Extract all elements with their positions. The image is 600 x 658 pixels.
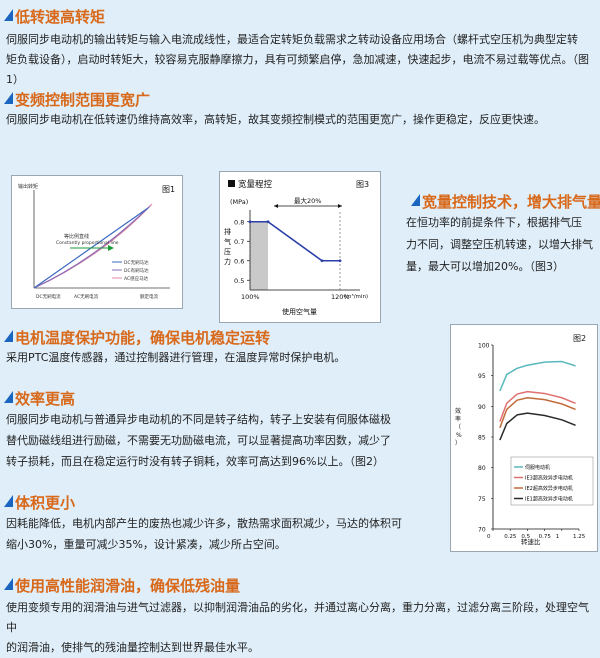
fig3-ylabel-char-3: 压 (224, 248, 231, 256)
fig3-y-tick-label: 0.6 (234, 257, 244, 265)
fig3-annotation-arrow-right-icon (338, 204, 342, 208)
fig2-legend-label-1: 伺服电动机 (525, 464, 550, 471)
fig3-y-tick-label: 0.7 (234, 238, 244, 246)
fig2-series-line-2 (499, 390, 576, 422)
fig2-series-line-4 (499, 412, 576, 441)
fig2-ylabel-char-4: % (456, 432, 462, 439)
fig2-ylabel-char-2: 率 (455, 415, 461, 423)
fig3-point (266, 220, 270, 224)
section-marker-icon (4, 494, 13, 507)
fig1-xlabel-1: DC无刷电流 (36, 293, 61, 300)
figure-2-chart: 图2 100 95 90 85 80 75 700 0.25 0.5 0.75 1 1.25 伺服电动机… (455, 334, 594, 546)
fig2-series-line-3 (499, 396, 576, 429)
fig1-xlabel-2: AC无刷电流 (74, 293, 99, 300)
section-marker-icon (4, 91, 13, 104)
fig3-shaded-area (250, 221, 268, 290)
paragraph-efficiency: 伺服同步电动机与普通异步电动机的不同是转子结构，转子上安装有伺服体磁极 替代励磁… (6, 413, 391, 468)
heading-low-speed-high-torque: 低转速高转矩 (4, 6, 105, 27)
figure-2: 图2 100 95 90 85 80 75 70 0 0.25 0.5 0.75 1 1.25 伺服电动机… (450, 324, 598, 552)
fig3-label: 图3 (356, 180, 369, 189)
fig3-point (320, 259, 324, 263)
fig3-xlabel: 使用空气量 (282, 307, 317, 316)
fig3-annotation-arrow-left-icon (274, 204, 278, 208)
fig3-y-tick-label: 0.8 (234, 218, 244, 226)
figure-3: 宽量程控 图3 (MPa) 0.8 0.7 0.6 0.5 100% 120% 排 气 压… (219, 171, 381, 323)
section-marker-icon (4, 577, 13, 590)
fig2-x-tick-label: 0.75 (539, 534, 552, 540)
figure-1: 输出转矩 图1 等比例直线 Constantly proportional li… (11, 175, 183, 309)
fig1-xlabel-3: 额定电流 (140, 293, 158, 300)
fig3-title-square-icon (228, 180, 235, 187)
fig3-ylabel-char-4: 力 (224, 257, 231, 266)
fig2-y-tick-label: 90 (478, 404, 486, 411)
fig3-x-tick-label: 120% (331, 293, 350, 301)
fig2-y-tick-label: 70 (478, 527, 486, 534)
heading-high-performance-oil: 使用高性能润滑油，确保低残油量 (4, 575, 240, 596)
heading-wide-vfd-range: 变频控制范围更宽广 (4, 89, 150, 110)
fig2-y-tick-label: 80 (478, 465, 486, 472)
paragraph-capacity: 在恒功率的前提条件下，根据排气压 力不同，调整空压机转速，以增大排气 量，最大可… (406, 216, 593, 273)
fig3-unit-y: (MPa) (230, 198, 248, 206)
section-marker-icon (4, 8, 13, 21)
fig1-legend-2: DC有刷马达 (124, 267, 149, 274)
heading-motor-temp-protection: 电机温度保护功能，确保电机稳定运转 (4, 327, 270, 348)
fig3-title: 宽量程控 (238, 179, 273, 190)
fig1-curve-dc-brush (33, 205, 151, 289)
fig2-ylabel-char-5: ） (455, 440, 461, 447)
fig1-ylabel: 输出转矩 (18, 183, 38, 190)
fig2-series-line-1 (499, 360, 576, 392)
fig1-arrowhead-icon (108, 245, 114, 251)
section-marker-icon (4, 329, 13, 342)
heading-higher-efficiency: 效率更高 (4, 388, 75, 409)
fig3-y-tick-label: 0.5 (234, 277, 244, 285)
fig3-point (248, 220, 252, 224)
fig2-legend-label-4: IE1超高效异步电动机 (525, 496, 573, 503)
fig2-x-tick-label: 1.25 (573, 534, 586, 540)
heading-smaller-size: 体积更小 (4, 492, 75, 513)
fig1-line-label-1: 等比例直线 (64, 233, 89, 240)
fig2-plot: 100 95 90 85 80 75 700 0.25 0.5 0.75 1 1.25 伺服电动机 IE3… (478, 343, 594, 540)
fig2-legend (510, 456, 594, 506)
paragraph-size: 因耗能降低，电机内部产生的废热也减少许多，散热需求面积减少，马达的体积可 缩小3… (6, 517, 402, 551)
fig1-legend-1: DC无刷马达 (124, 259, 149, 266)
section-marker-icon (411, 193, 420, 206)
fig3-series-line (250, 220, 340, 262)
fig3-unit-x: (m³/min) (344, 293, 368, 300)
fig2-legend-label-2: IE3超高效异步电动机 (525, 475, 573, 482)
fig2-ylabel-char-1: 效 (455, 407, 461, 415)
fig1-line-label-2: Constantly proportional line (56, 240, 119, 246)
fig3-x-tick-label: 100% (241, 293, 260, 301)
paragraph-oil: 使用变频专用的润滑油与进气过滤器，以抑制润滑油品的劣化，并通过离心分离，重力分离… (6, 601, 589, 654)
fig2-label: 图2 (573, 334, 586, 343)
fig2-y-tick-label: 95 (478, 373, 486, 380)
section-marker-icon (4, 390, 13, 403)
fig3-ylabel-char-2: 气 (224, 237, 231, 246)
paragraph-temp: 采用PTC温度传感器，通过控制器进行管理，在温度异常时保护电机。 (6, 351, 346, 364)
heading-wide-capacity-control: 宽量控制技术，增大排气量 (411, 191, 600, 212)
fig1-label: 图1 (162, 185, 175, 194)
fig2-ylabel-char-3: （ (455, 424, 461, 431)
fig2-xlabel: 转速比 (521, 537, 541, 546)
fig2-x-tick-label: 1 (556, 534, 560, 540)
fig3-plot: 0.8 0.7 0.6 0.5 100% 120% (234, 210, 360, 301)
fig2-x-tick-label: 0 (487, 534, 491, 540)
figure-1-chart: 输出转矩 图1 等比例直线 Constantly proportional li… (18, 183, 175, 300)
fig1-legend-3: AC感应马达 (124, 275, 149, 282)
figure-3-chart: 宽量程控 图3 (MPa) 0.8 0.7 0.6 0.5 100% 120% 排 气 压… (224, 179, 369, 316)
fig2-x-tick-label: 0.25 (504, 534, 517, 540)
paragraph-vfd: 伺服同步电动机在低转速仍维持高效率，高转矩，故其变频控制模式的范围更宽广，操作更… (6, 113, 545, 126)
fig2-x-tick-label: 0.5 (521, 534, 530, 540)
fig2-y-tick-label: 100 (478, 343, 490, 350)
fig2-y-tick-label: 85 (478, 435, 486, 442)
fig2-y-tick-label: 75 (478, 496, 486, 503)
fig2-legend-label-3: IE2超高效异步电动机 (525, 485, 573, 492)
fig3-ylabel-char-1: 排 (224, 227, 231, 236)
fig3-point (338, 259, 342, 263)
fig3-annotation: 最大20% (294, 196, 321, 205)
paragraph-low-speed: 伺服同步电动机的输出转矩与输入电流成线性，最适合定转矩负载需求之转动设备应用场合… (6, 33, 589, 86)
